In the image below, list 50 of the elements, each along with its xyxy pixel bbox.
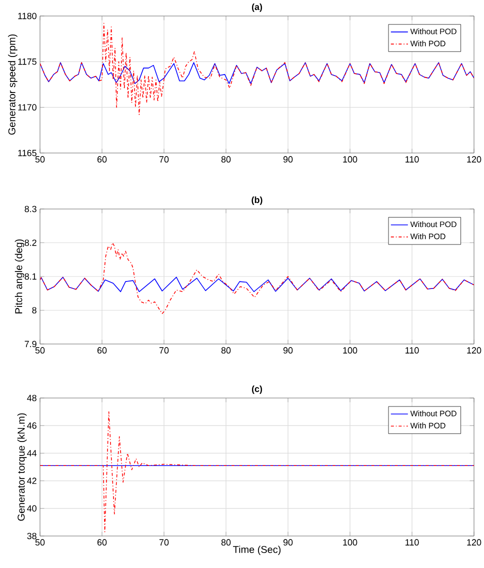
y-tick-label: 1170 — [18, 104, 36, 111]
y-tick-label: 42 — [27, 478, 36, 484]
x-tick-label: 90 — [283, 156, 293, 163]
x-tick-label: 100 — [343, 539, 358, 546]
y-tick-label: 44 — [27, 450, 37, 456]
line-series — [40, 242, 474, 314]
x-tick-label: 50 — [35, 539, 45, 546]
y-tick-label: 1180 — [18, 12, 36, 20]
y-tick-label: 1175 — [18, 58, 36, 65]
y-tick-label: 38 — [27, 532, 36, 540]
x-tick-label: 100 — [343, 347, 358, 354]
y-tick-label: 8.1 — [24, 273, 36, 280]
x-tick-label: 90 — [283, 347, 293, 354]
x-tick-label: 120 — [467, 539, 482, 546]
x-axis-title: Time (Sec) — [233, 546, 281, 555]
chart-title: (a) — [252, 3, 262, 12]
y-tick-label: 46 — [27, 422, 36, 429]
x-tick-label: 120 — [467, 156, 482, 163]
x-tick-label: 110 — [406, 347, 419, 354]
y-tick-label: 1165 — [18, 150, 36, 156]
x-tick-label: 70 — [159, 347, 169, 354]
line-series — [40, 62, 474, 84]
x-tick-label: 80 — [221, 156, 231, 163]
line-series — [40, 276, 474, 292]
x-tick-label: 80 — [221, 539, 231, 546]
y-tick-label: 8 — [32, 307, 36, 314]
x-tick-label: 60 — [97, 539, 107, 546]
x-tick-label: 110 — [406, 539, 419, 546]
x-tick-label: 110 — [406, 156, 419, 163]
y-axis-title: Pitch angle (deg) — [14, 239, 24, 314]
x-tick-label: 50 — [35, 347, 45, 354]
x-tick-label: 60 — [97, 156, 107, 163]
y-axis-title: Generator speed (rpm) — [8, 34, 18, 135]
x-tick-label: 120 — [467, 347, 482, 354]
x-tick-label: 70 — [159, 156, 169, 163]
y-tick-label: 48 — [27, 394, 36, 402]
line-series — [40, 22, 474, 116]
x-tick-label: 70 — [159, 539, 169, 546]
chart-title: (b) — [252, 196, 262, 205]
chart-title: (c) — [252, 385, 262, 394]
x-tick-label: 100 — [343, 156, 358, 163]
x-tick-label: 60 — [97, 347, 107, 354]
y-tick-label: 8.3 — [24, 206, 36, 212]
y-tick-label: 8.2 — [24, 240, 36, 246]
x-tick-label: 80 — [221, 347, 231, 354]
y-tick-label: 40 — [27, 505, 36, 512]
x-tick-label: 50 — [35, 156, 45, 163]
x-tick-label: 90 — [283, 539, 293, 546]
y-axis-title: Generator torque (kN.m) — [17, 413, 27, 521]
y-tick-label: 7.9 — [24, 340, 36, 348]
